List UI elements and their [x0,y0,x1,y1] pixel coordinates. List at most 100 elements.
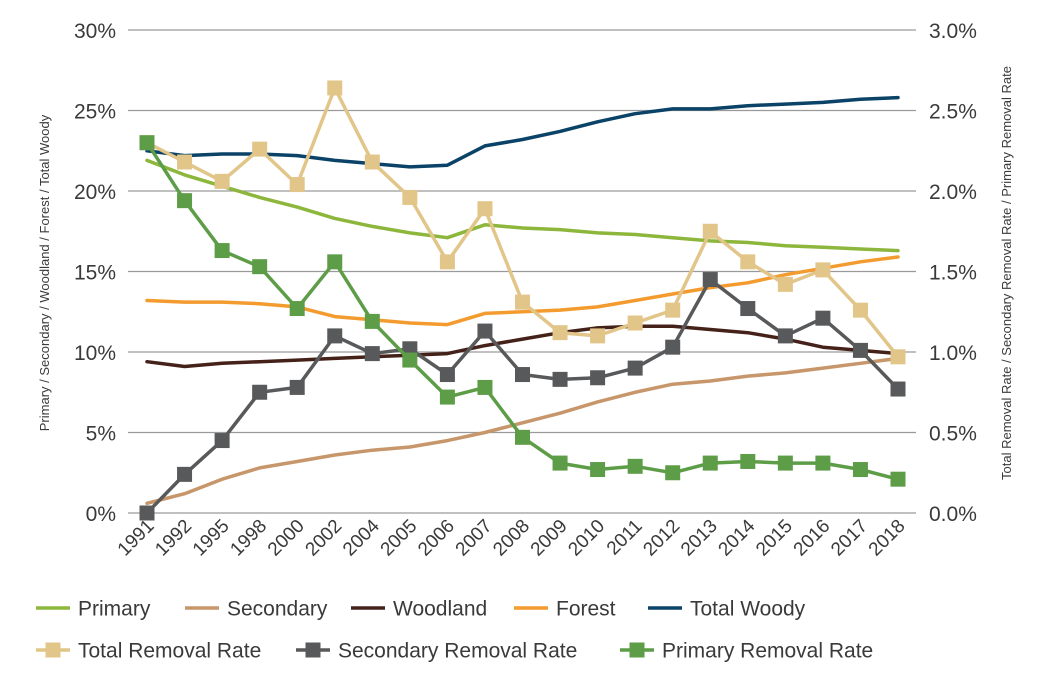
right-tick-label: 2.0% [929,181,977,204]
series-primary [145,158,900,253]
left-tick-label: 25% [74,101,116,124]
right-tick-label: 0.5% [929,423,977,446]
data-point [327,80,343,96]
x-tick-label: 2006 [414,516,459,561]
data-point [177,466,193,482]
data-point [627,458,643,474]
data-point [252,384,268,400]
data-point [852,342,868,358]
data-point [477,201,493,217]
data-point [702,223,718,239]
left-axis-title: Primary / Secondary / Woodland / Forest … [37,114,52,431]
data-point [665,302,681,318]
legend-item: Secondary [185,598,328,621]
x-tick-label: 2005 [377,516,422,561]
left-tick-label: 30% [74,20,116,43]
data-point [740,453,756,469]
legend-marker [45,642,61,658]
data-point [515,367,530,383]
data-point [439,367,455,383]
x-tick-label: 2000 [264,516,309,561]
data-point [214,243,230,259]
data-point [364,346,380,362]
data-point [139,505,155,521]
x-tick-label: 2011 [603,516,647,560]
legend-marker [305,642,321,658]
legend-label: Total Removal Rate [78,640,261,663]
data-point [439,389,455,405]
x-tick-label: 2013 [677,516,722,561]
x-tick-label: 2012 [639,516,684,561]
series-total-removal-rate [139,80,906,365]
legend-item: Primary Removal Rate [620,640,873,663]
data-point [890,381,906,397]
data-point [665,339,681,355]
left-tick-label: 5% [86,423,116,446]
series-line [145,95,900,169]
right-axis-title: Total Removal Rate / Secondary Removal R… [999,66,1014,480]
data-point [777,455,793,471]
right-tick-label: 3.0% [929,20,977,43]
legend-item: Woodland [351,598,487,621]
series-line [145,86,900,359]
x-tick-label: 2004 [339,515,384,560]
data-point [852,462,868,478]
data-point [515,294,530,310]
legend-label: Secondary Removal Rate [338,640,577,663]
legend-item: Forest [514,598,616,621]
x-tick-label: 2015 [752,516,797,561]
legend-item: Secondary Removal Rate [296,640,577,663]
data-point [552,455,568,471]
data-point [402,189,418,205]
x-tick-label: 2009 [527,516,572,561]
left-tick-label: 10% [74,342,116,365]
x-tick-label: 2002 [302,516,347,561]
x-tick-label: 1995 [189,516,234,561]
x-tick-label: 2014 [715,515,760,560]
data-point [665,465,681,481]
data-point [327,328,343,344]
data-point [289,379,305,395]
legend-label: Total Woody [690,598,806,621]
data-point [515,429,530,445]
series-group [139,80,906,521]
right-tick-label: 1.0% [929,342,977,365]
legend-item: Primary [36,598,151,621]
data-point [252,141,268,157]
x-tick-label: 1991 [114,516,159,561]
left-tick-label: 20% [74,181,116,204]
data-point [439,254,455,270]
x-tick-label: 2018 [865,516,910,561]
data-point [890,471,906,487]
legend-marker [629,642,645,658]
series-primary-removal-rate [139,135,906,487]
legend-label: Forest [556,598,616,621]
legend-item: Total Woody [648,598,806,621]
data-point [815,310,831,326]
series-line [145,158,900,253]
data-point [627,315,643,331]
data-point [590,462,606,478]
data-point [702,272,718,288]
data-point [139,135,155,151]
data-point [177,193,193,209]
x-tick-label: 2017 [827,516,872,561]
data-point [552,371,568,387]
data-point [815,262,831,278]
series-total-woody [145,95,900,169]
data-point [252,259,268,275]
data-point [702,455,718,471]
x-tick-label: 2008 [489,516,534,561]
series-woodland [145,324,900,369]
data-point [777,328,793,344]
data-point [740,301,756,317]
data-point [364,154,380,170]
legend-label: Primary [78,598,151,621]
right-tick-label: 0.0% [929,503,977,526]
data-point [177,154,193,170]
data-point [214,433,230,449]
data-point [552,325,568,341]
data-point [815,455,831,471]
